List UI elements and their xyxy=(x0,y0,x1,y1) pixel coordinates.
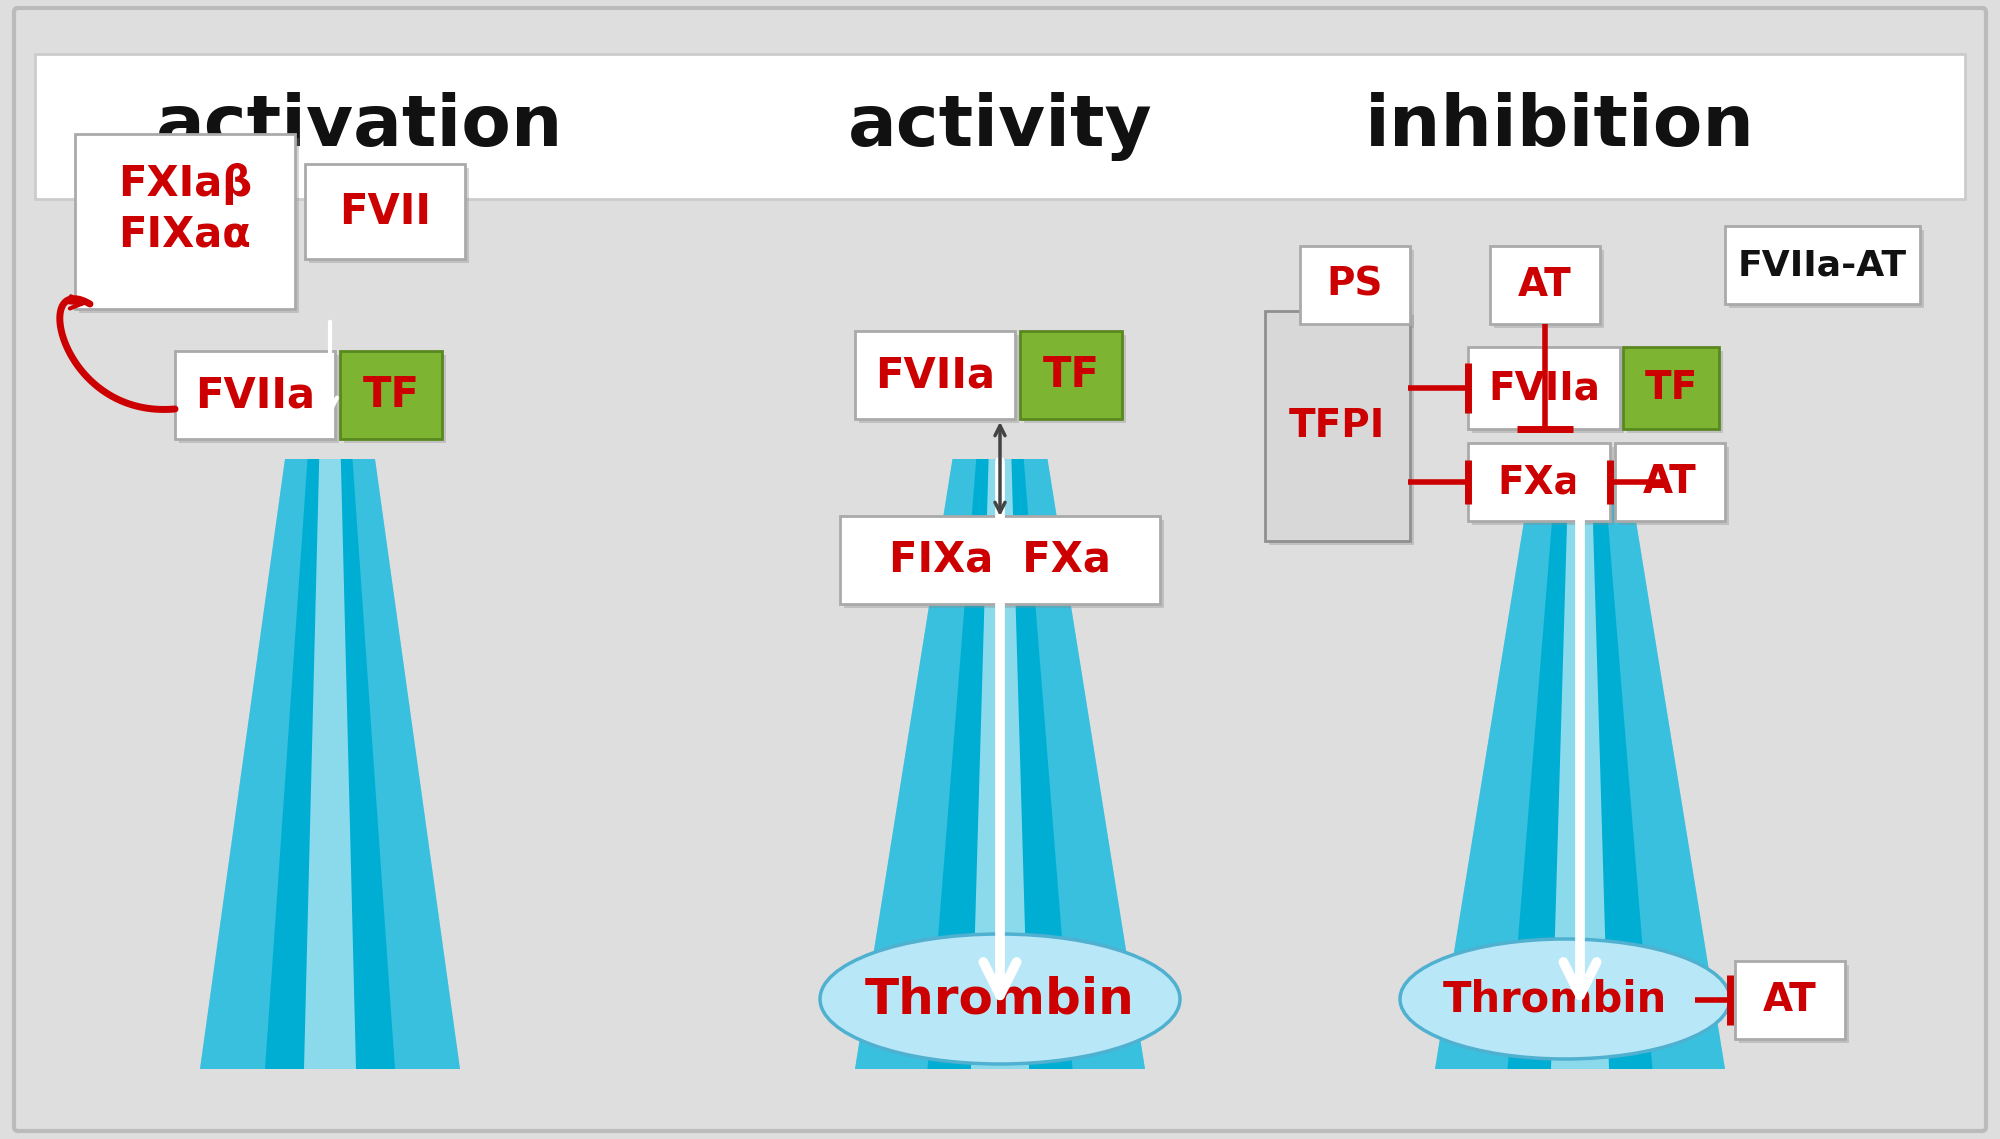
Text: FVIIa-AT: FVIIa-AT xyxy=(1738,248,1906,282)
FancyBboxPatch shape xyxy=(844,521,1164,608)
FancyBboxPatch shape xyxy=(1472,446,1614,525)
FancyBboxPatch shape xyxy=(344,355,446,443)
Text: TFPI: TFPI xyxy=(1288,407,1386,445)
Text: FXa: FXa xyxy=(1498,462,1580,501)
Text: AT: AT xyxy=(1644,462,1696,501)
Text: FVIIa: FVIIa xyxy=(1488,369,1600,407)
Text: Thrombin: Thrombin xyxy=(866,975,1134,1023)
Polygon shape xyxy=(1604,469,1724,1070)
FancyBboxPatch shape xyxy=(1468,443,1610,521)
Polygon shape xyxy=(1436,469,1724,1070)
FancyBboxPatch shape xyxy=(1472,351,1624,433)
FancyBboxPatch shape xyxy=(308,167,468,263)
Text: AT: AT xyxy=(1764,981,1816,1019)
Polygon shape xyxy=(1024,459,1144,1070)
FancyBboxPatch shape xyxy=(1728,230,1924,308)
Ellipse shape xyxy=(1400,939,1730,1059)
FancyBboxPatch shape xyxy=(1740,965,1848,1043)
Polygon shape xyxy=(304,459,356,1070)
FancyBboxPatch shape xyxy=(14,8,1986,1131)
FancyBboxPatch shape xyxy=(1304,249,1414,328)
Text: PS: PS xyxy=(1326,267,1384,304)
FancyBboxPatch shape xyxy=(1266,311,1410,541)
Polygon shape xyxy=(856,459,1144,1070)
Text: TF: TF xyxy=(1042,354,1100,396)
FancyBboxPatch shape xyxy=(840,516,1160,604)
Polygon shape xyxy=(200,459,308,1070)
FancyBboxPatch shape xyxy=(304,164,464,259)
Polygon shape xyxy=(352,459,460,1070)
Text: FVII: FVII xyxy=(340,191,432,233)
Polygon shape xyxy=(200,459,460,1070)
FancyBboxPatch shape xyxy=(76,134,296,309)
Text: inhibition: inhibition xyxy=(1366,92,1754,161)
FancyBboxPatch shape xyxy=(1020,331,1122,419)
FancyBboxPatch shape xyxy=(1624,347,1720,429)
FancyBboxPatch shape xyxy=(1024,335,1126,423)
FancyBboxPatch shape xyxy=(1620,446,1728,525)
FancyBboxPatch shape xyxy=(80,138,300,313)
FancyBboxPatch shape xyxy=(1300,246,1410,323)
Text: FXIaβ
FIXaα: FXIaβ FIXaα xyxy=(118,163,252,255)
Text: activation: activation xyxy=(156,92,564,161)
Text: activity: activity xyxy=(848,92,1152,161)
Polygon shape xyxy=(856,459,976,1070)
FancyBboxPatch shape xyxy=(36,54,1964,199)
FancyBboxPatch shape xyxy=(340,351,442,439)
Text: FVIIa: FVIIa xyxy=(196,374,316,416)
FancyBboxPatch shape xyxy=(860,335,1020,423)
Text: TF: TF xyxy=(1644,369,1698,407)
FancyBboxPatch shape xyxy=(1468,347,1620,429)
FancyBboxPatch shape xyxy=(1628,351,1724,433)
Text: FVIIa: FVIIa xyxy=(876,354,996,396)
Ellipse shape xyxy=(820,934,1180,1064)
FancyBboxPatch shape xyxy=(1724,226,1920,304)
Polygon shape xyxy=(972,459,1028,1070)
Polygon shape xyxy=(1436,469,1556,1070)
FancyBboxPatch shape xyxy=(1494,249,1604,328)
FancyBboxPatch shape xyxy=(856,331,1016,419)
FancyBboxPatch shape xyxy=(180,355,340,443)
FancyBboxPatch shape xyxy=(1270,316,1414,544)
FancyBboxPatch shape xyxy=(1736,961,1844,1039)
Text: AT: AT xyxy=(1518,267,1572,304)
FancyBboxPatch shape xyxy=(1490,246,1600,323)
FancyBboxPatch shape xyxy=(1616,443,1724,521)
Text: FIXa  FXa: FIXa FXa xyxy=(890,539,1110,581)
Text: Thrombin: Thrombin xyxy=(1442,978,1668,1021)
Text: TF: TF xyxy=(362,374,420,416)
Polygon shape xyxy=(1552,469,1608,1070)
FancyBboxPatch shape xyxy=(176,351,336,439)
